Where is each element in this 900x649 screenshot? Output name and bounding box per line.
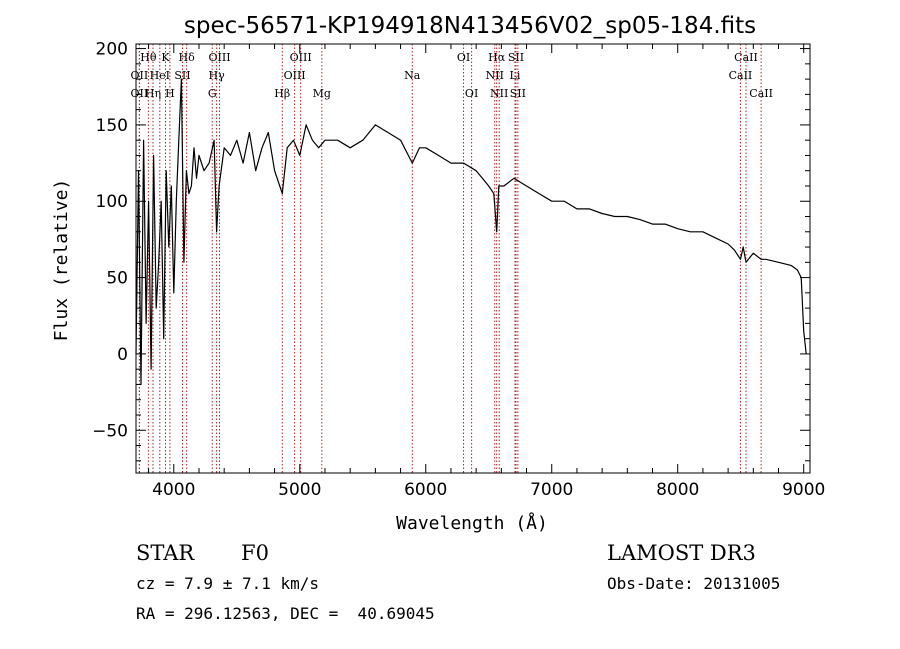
spectral-line-label: OI [457,51,470,64]
spectral-line-label: Li [510,69,521,82]
object-subclass: F0 [241,541,269,565]
plot-frame [135,43,811,474]
spectral-line-label: Mg [313,87,331,100]
spectral-line-label: Hγ [209,69,226,82]
y-tick-label: 0 [117,345,128,365]
ticks-layer: 4000 5000 6000 7000 8000 9000 −50 0 50 100 150 200 [92,40,825,500]
spectral-line-label: OIII [208,51,230,64]
y-tick-label: 100 [96,192,128,212]
chart-title: spec-56571-KP194918N413456V02_sp05-184.f… [184,13,756,39]
spectral-line-label: OIII [284,69,306,82]
observation-date: Obs-Date: 20131005 [607,574,781,593]
spectral-line-label: OIII [290,51,312,64]
spectral-line-label: CaII [749,87,773,100]
spectral-line-label: Hη [145,87,161,100]
spectrum-line-series [135,78,807,386]
spectral-line-label: NII [490,87,508,100]
y-tick-label: 150 [96,116,128,136]
spectral-line-label: OII [131,87,149,100]
y-tick-label: −50 [92,421,128,441]
spectral-line-label: OI [465,87,478,100]
spectral-line-label: Hβ [274,87,290,100]
spectral-line-label: SII [508,51,524,64]
series-layer [135,78,807,386]
y-tick-label: 50 [106,269,128,289]
spectral-line-label: NII [486,69,504,82]
spectral-line-label: Na [404,69,421,82]
spectral-line-label: K [161,51,170,64]
x-tick-label: 8000 [656,480,699,500]
spectral-line-label: CaII [734,51,758,64]
redshift-velocity: cz = 7.9 ± 7.1 km/s [136,574,320,593]
spectral-line-label: SII [510,87,526,100]
spectral-line-label: SII [174,69,190,82]
spectral-line-label: HeI [150,69,170,82]
spectral-line-label: H [165,87,175,100]
y-axis-label: Flux (relative) [51,179,72,342]
object-class: STAR [136,541,195,565]
spectral-line-label: Hα [488,51,506,64]
x-tick-label: 7000 [530,480,573,500]
x-tick-label: 9000 [782,480,825,500]
x-tick-label: 6000 [404,480,447,500]
spectral-line-label: G [208,87,217,100]
survey-name: LAMOST DR3 [607,541,756,565]
x-tick-label: 4000 [152,480,195,500]
spectral-line-label: Hθ [140,51,157,64]
spectral-line-label: CaII [729,69,753,82]
x-axis-label: Wavelength (Å) [396,512,548,534]
spectral-line-label: Hδ [179,51,196,64]
sky-coordinates: RA = 296.12563, DEC = 40.69045 [136,604,435,623]
x-tick-label: 5000 [278,480,321,500]
y-tick-label: 200 [96,40,128,60]
